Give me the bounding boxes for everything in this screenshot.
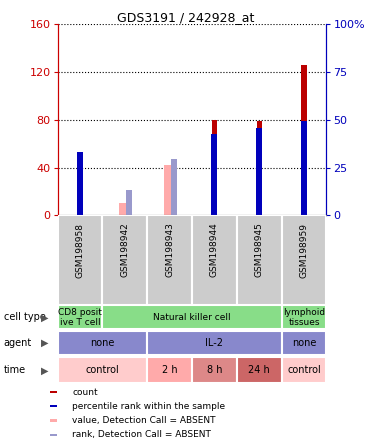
Text: 2 h: 2 h xyxy=(162,365,177,375)
Bar xyxy=(127,190,132,215)
Text: none: none xyxy=(90,338,115,348)
Text: 8 h: 8 h xyxy=(207,365,222,375)
Bar xyxy=(237,215,282,305)
Text: GSM198958: GSM198958 xyxy=(75,222,85,278)
Bar xyxy=(58,331,147,355)
Bar xyxy=(171,159,177,215)
Bar xyxy=(192,215,237,305)
Bar xyxy=(147,357,192,383)
Text: ▶: ▶ xyxy=(41,365,48,375)
Text: ▶: ▶ xyxy=(41,313,48,322)
Bar xyxy=(147,331,282,355)
Bar xyxy=(192,357,237,383)
Text: percentile rank within the sample: percentile rank within the sample xyxy=(72,402,225,411)
Text: control: control xyxy=(287,365,321,375)
Text: agent: agent xyxy=(4,338,32,348)
Bar xyxy=(50,391,57,393)
Text: GSM198942: GSM198942 xyxy=(120,222,129,277)
Bar xyxy=(119,203,130,215)
Text: GSM198943: GSM198943 xyxy=(165,222,174,278)
Bar xyxy=(237,357,282,383)
Bar xyxy=(58,215,102,305)
Bar xyxy=(58,357,147,383)
Bar xyxy=(282,215,326,305)
Text: value, Detection Call = ABSENT: value, Detection Call = ABSENT xyxy=(72,416,216,425)
Bar xyxy=(50,433,57,436)
Bar xyxy=(164,165,175,215)
Text: Natural killer cell: Natural killer cell xyxy=(153,313,231,322)
Bar xyxy=(50,405,57,408)
Bar xyxy=(256,128,262,215)
Bar xyxy=(58,305,102,329)
Text: GSM198945: GSM198945 xyxy=(255,222,264,278)
Text: GSM198959: GSM198959 xyxy=(299,222,309,278)
Text: count: count xyxy=(72,388,98,396)
Text: lymphoid
tissues: lymphoid tissues xyxy=(283,308,325,327)
Text: GSM198944: GSM198944 xyxy=(210,222,219,277)
Text: rank, Detection Call = ABSENT: rank, Detection Call = ABSENT xyxy=(72,430,211,439)
Text: none: none xyxy=(292,338,316,348)
Bar xyxy=(212,120,217,215)
Bar xyxy=(282,331,326,355)
Bar xyxy=(147,215,192,305)
Text: control: control xyxy=(85,365,119,375)
Bar xyxy=(301,121,307,215)
Bar xyxy=(77,152,83,215)
Bar xyxy=(282,357,326,383)
Text: 24 h: 24 h xyxy=(248,365,270,375)
Text: IL-2: IL-2 xyxy=(206,338,223,348)
Bar xyxy=(102,305,282,329)
Text: time: time xyxy=(4,365,26,375)
Bar xyxy=(102,215,147,305)
Text: ▶: ▶ xyxy=(41,338,48,348)
Text: GDS3191 / 242928_at: GDS3191 / 242928_at xyxy=(117,11,254,24)
Bar xyxy=(282,305,326,329)
Bar xyxy=(301,65,307,215)
Bar xyxy=(211,134,217,215)
Text: cell type: cell type xyxy=(4,313,46,322)
Bar xyxy=(257,121,262,215)
Text: CD8 posit
ive T cell: CD8 posit ive T cell xyxy=(58,308,102,327)
Bar xyxy=(77,160,83,215)
Bar xyxy=(50,419,57,422)
